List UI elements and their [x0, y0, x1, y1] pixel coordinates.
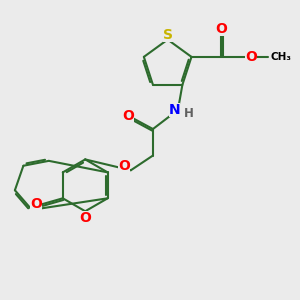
Text: O: O	[79, 211, 91, 225]
Text: O: O	[30, 197, 42, 211]
Text: N: N	[169, 103, 180, 117]
Text: O: O	[122, 109, 134, 123]
Text: O: O	[245, 50, 257, 64]
Text: O: O	[215, 22, 227, 36]
Text: O: O	[118, 159, 130, 173]
Text: H: H	[184, 107, 194, 120]
Text: CH₃: CH₃	[270, 52, 291, 62]
Text: S: S	[163, 28, 173, 42]
